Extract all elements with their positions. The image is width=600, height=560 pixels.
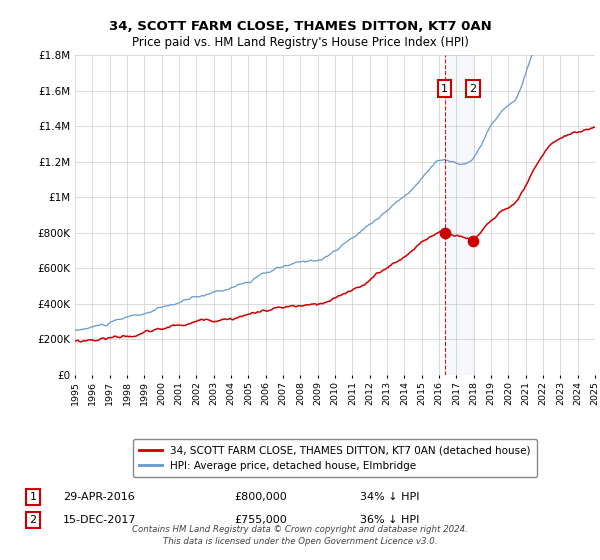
Text: Contains HM Land Registry data © Crown copyright and database right 2024.
This d: Contains HM Land Registry data © Crown c… xyxy=(132,525,468,546)
Bar xyxy=(445,55,473,375)
Text: Price paid vs. HM Land Registry's House Price Index (HPI): Price paid vs. HM Land Registry's House … xyxy=(131,36,469,49)
Point xyxy=(468,236,478,245)
Text: £800,000: £800,000 xyxy=(234,492,287,502)
Text: 36% ↓ HPI: 36% ↓ HPI xyxy=(360,515,419,525)
Text: 29-APR-2016: 29-APR-2016 xyxy=(63,492,135,502)
Text: 1: 1 xyxy=(441,83,448,94)
Text: 34, SCOTT FARM CLOSE, THAMES DITTON, KT7 0AN: 34, SCOTT FARM CLOSE, THAMES DITTON, KT7… xyxy=(109,20,491,32)
Text: 34% ↓ HPI: 34% ↓ HPI xyxy=(360,492,419,502)
Text: 15-DEC-2017: 15-DEC-2017 xyxy=(63,515,137,525)
Text: 2: 2 xyxy=(469,83,476,94)
Text: £755,000: £755,000 xyxy=(234,515,287,525)
Legend: 34, SCOTT FARM CLOSE, THAMES DITTON, KT7 0AN (detached house), HPI: Average pric: 34, SCOTT FARM CLOSE, THAMES DITTON, KT7… xyxy=(133,440,537,477)
Point xyxy=(440,228,449,237)
Text: 2: 2 xyxy=(29,515,37,525)
Text: 1: 1 xyxy=(29,492,37,502)
